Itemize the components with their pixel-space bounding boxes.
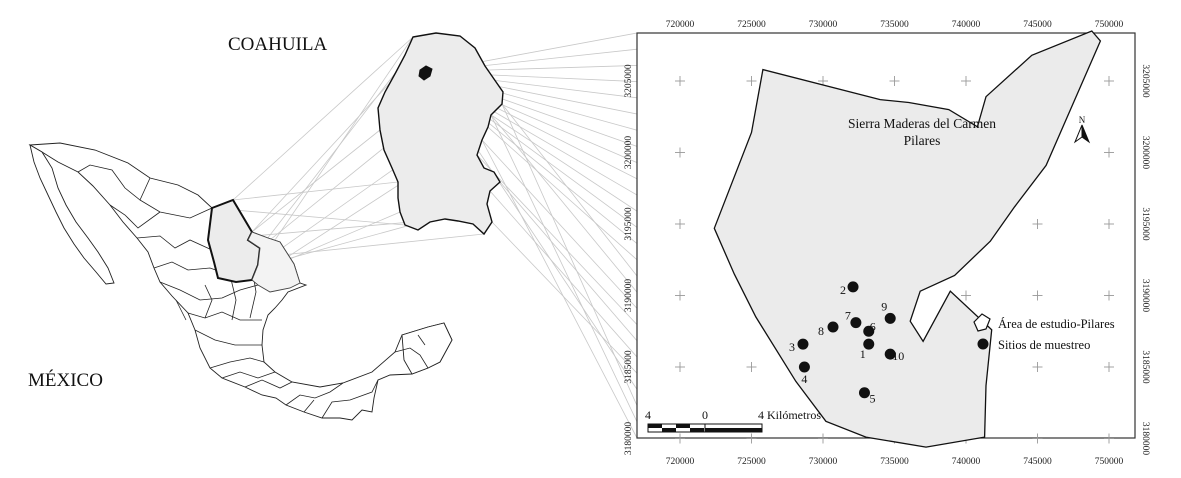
scale-left: 4 [645, 408, 651, 422]
x-tick-label-bottom: 720000 [666, 457, 695, 467]
x-tick-label-bottom: 735000 [880, 457, 909, 467]
site-marker-10 [884, 348, 896, 360]
connector-line [232, 181, 399, 201]
scale-right: 4 Kilómetros [758, 408, 821, 422]
north-label: N [1079, 115, 1086, 125]
scale-bar: 4 0 4 Kilómetros [645, 408, 821, 433]
connector-line [481, 139, 638, 309]
north-arrow: N [1073, 115, 1091, 144]
connector-line [211, 207, 406, 226]
x-tick-label-bottom: 745000 [1023, 457, 1052, 467]
x-tick-label-bottom: 730000 [809, 457, 838, 467]
site-label-10: 10 [892, 349, 904, 363]
y-axis-ticks-left: 3205000 3200000 3195000 3190000 3185000 31800… [624, 64, 634, 455]
state-label: COAHUILA [228, 34, 327, 55]
site-label-3: 3 [789, 340, 795, 354]
site-label-2: 2 [840, 283, 846, 297]
site-marker-7 [850, 317, 862, 329]
connector-line [501, 103, 638, 277]
connector-line [481, 139, 638, 439]
site-label-7: 7 [845, 309, 851, 323]
connector-line [490, 114, 638, 422]
x-tick-label-top: 730000 [809, 20, 838, 30]
y-tick-label-right: 3190000 [1140, 279, 1150, 313]
y-tick-label-left: 3205000 [624, 64, 634, 98]
y-tick-label-right: 3205000 [1140, 64, 1150, 98]
y-tick-label-right: 3200000 [1140, 136, 1150, 170]
site-marker-6 [863, 325, 875, 337]
site-marker-8 [827, 321, 839, 333]
connector-line [257, 36, 414, 266]
yucatan-peninsula [401, 322, 453, 375]
site-marker-4 [798, 361, 810, 373]
connector-line [476, 154, 638, 325]
map-legend: Área de estudio-Pilares Sitios de muestr… [973, 313, 1115, 352]
connector-line [499, 181, 638, 342]
area-name-line1: Sierra Maderas del Carmen [848, 116, 996, 131]
site-marker-9 [884, 312, 896, 324]
x-tick-label-top: 745000 [1023, 20, 1052, 30]
baja-california [29, 144, 115, 285]
y-tick-label-right: 3195000 [1140, 207, 1150, 241]
y-tick-label-right: 3185000 [1140, 350, 1150, 384]
coahuila-map: COAHUILA [228, 32, 504, 236]
state-boundaries [77, 164, 429, 419]
study-area-inset [418, 65, 433, 81]
scale-mid: 0 [702, 408, 708, 422]
x-tick-label-bottom: 740000 [952, 457, 981, 467]
site-marker-1 [863, 338, 875, 350]
site-marker-2 [847, 281, 859, 293]
legend-area-label: Área de estudio-Pilares [998, 317, 1115, 331]
x-tick-label-top: 735000 [880, 20, 909, 30]
connector-line [259, 71, 397, 249]
y-tick-label-left: 3190000 [624, 279, 634, 313]
legend-sites-label: Sitios de muestreo [998, 338, 1090, 352]
site-marker-5 [858, 387, 870, 399]
sampling-sites: 1 2 3 4 5 6 7 8 9 10 [789, 281, 904, 406]
x-tick-label-bottom: 725000 [737, 457, 766, 467]
x-tick-label-top: 720000 [666, 20, 695, 30]
legend-area-symbol [973, 313, 991, 332]
x-tick-label-top: 750000 [1095, 20, 1124, 30]
y-tick-label-left: 3200000 [624, 136, 634, 170]
y-tick-label-left: 3185000 [624, 350, 634, 384]
x-axis-ticks: 7200007200007250007250007300007300007350… [666, 20, 1124, 467]
x-tick-label-top: 740000 [952, 20, 981, 30]
y-tick-label-left: 3180000 [624, 422, 634, 456]
y-axis-ticks-right: 3205000 3200000 3195000 3190000 3185000 31800… [1140, 64, 1150, 455]
country-label: MÉXICO [28, 369, 103, 391]
x-tick-label-bottom: 750000 [1095, 457, 1124, 467]
y-tick-label-right: 3180000 [1140, 422, 1150, 456]
coahuila-outline [377, 32, 504, 236]
site-label-8: 8 [818, 324, 824, 338]
site-marker-3 [797, 338, 809, 350]
x-tick-label-top: 725000 [737, 20, 766, 30]
study-area-polygon [713, 30, 1102, 448]
connector-line [501, 103, 638, 406]
site-label-9: 9 [881, 299, 887, 313]
site-label-6: 6 [870, 319, 876, 333]
study-map: 7200007200007250007250007300007300007350… [624, 20, 1150, 467]
nuevo-leon-area [247, 231, 301, 293]
area-name-line2: Pilares [904, 133, 941, 148]
site-label-4: 4 [801, 372, 807, 386]
connector-line [232, 36, 414, 201]
site-label-5: 5 [869, 392, 875, 406]
connector-line [491, 221, 638, 374]
connector-line [251, 129, 381, 233]
connector-line [490, 114, 638, 293]
site-label-1: 1 [860, 347, 866, 361]
y-tick-label-left: 3195000 [624, 207, 634, 241]
mexico-map: MÉXICO [28, 142, 453, 421]
connector-line [489, 190, 638, 358]
legend-site-symbol [977, 338, 989, 350]
